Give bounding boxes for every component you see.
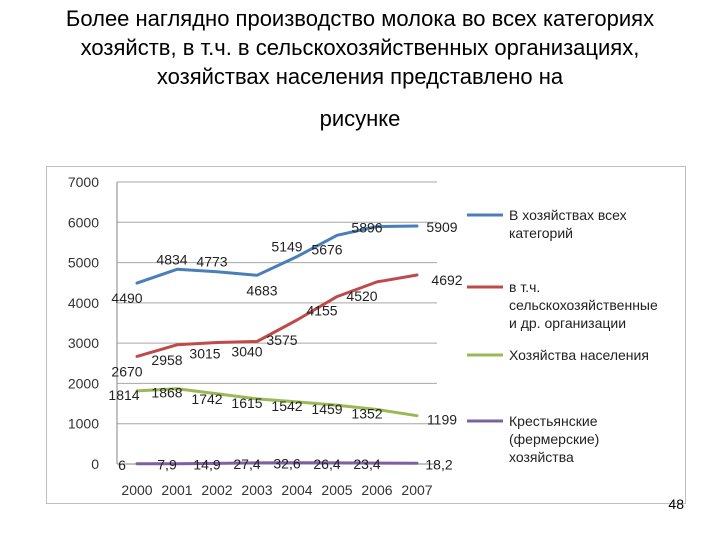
data-label: 23,4 bbox=[353, 456, 380, 472]
data-label: 5149 bbox=[271, 239, 302, 255]
page-number: 48 bbox=[668, 496, 684, 512]
x-tick-label: 2003 bbox=[241, 482, 272, 498]
chart-area: 0 1000 2000 3000 4000 5000 6000 7000 2000 2001 200… bbox=[46, 166, 686, 504]
legend-entry: в т.ч. bbox=[509, 279, 540, 295]
y-tick-label: 5000 bbox=[68, 255, 99, 271]
data-label: 4683 bbox=[246, 282, 277, 298]
y-tick-label: 2000 bbox=[68, 375, 99, 391]
x-tick-label: 2000 bbox=[121, 482, 152, 498]
data-label: 1459 bbox=[311, 401, 342, 417]
legend-entry: Хозяйства населения bbox=[509, 347, 649, 363]
data-label: 1615 bbox=[231, 395, 262, 411]
legend-entry: хозяйства bbox=[509, 449, 574, 465]
y-tick-label: 3000 bbox=[68, 335, 99, 351]
data-label: 2958 bbox=[151, 352, 182, 368]
slide-heading: Более наглядно производство молока во вс… bbox=[65, 6, 655, 89]
legend-entry: категорий bbox=[509, 225, 573, 241]
data-label: 1868 bbox=[151, 385, 182, 401]
x-tick-label: 2006 bbox=[361, 482, 392, 498]
data-label: 1199 bbox=[427, 412, 457, 428]
series-line bbox=[135, 273, 419, 358]
data-label: 2670 bbox=[111, 363, 142, 379]
y-tick-label: 7000 bbox=[68, 174, 99, 190]
x-tick-label: 2005 bbox=[321, 482, 352, 498]
x-tick-label: 2007 bbox=[401, 482, 432, 498]
data-label: 1352 bbox=[351, 406, 382, 422]
data-label: 6 bbox=[118, 457, 126, 473]
legend-entry: В хозяйствах всех bbox=[509, 207, 627, 223]
data-label: 5896 bbox=[351, 219, 382, 235]
data-label: 4773 bbox=[196, 254, 227, 270]
data-label: 4490 bbox=[111, 290, 142, 306]
legend-entry: и др. организации bbox=[509, 315, 626, 331]
data-label: 4520 bbox=[346, 288, 377, 304]
y-tick-label: 4000 bbox=[68, 295, 99, 311]
slide-heading-tail: рисунке bbox=[319, 106, 401, 131]
data-label: 4834 bbox=[156, 251, 187, 267]
y-tick-label: 6000 bbox=[68, 214, 99, 230]
data-label: 32,6 bbox=[273, 456, 300, 472]
legend-entry: (фермерские) bbox=[509, 431, 599, 447]
data-label: 4692 bbox=[431, 272, 462, 288]
data-label: 1542 bbox=[271, 398, 302, 414]
data-label: 3040 bbox=[231, 344, 262, 360]
milk-production-chart: 0 1000 2000 3000 4000 5000 6000 7000 2000 2001 200… bbox=[68, 174, 658, 498]
y-tick-label: 1000 bbox=[68, 416, 99, 432]
data-label: 18,2 bbox=[425, 456, 452, 472]
data-label: 4155 bbox=[306, 303, 337, 319]
data-label: 5909 bbox=[426, 219, 457, 235]
data-label: 1742 bbox=[191, 391, 222, 407]
data-label: 7,9 bbox=[157, 457, 177, 473]
data-label: 1814 bbox=[108, 387, 139, 403]
x-tick-label: 2002 bbox=[201, 482, 232, 498]
series-line bbox=[135, 461, 419, 466]
data-label: 26,4 bbox=[313, 456, 340, 472]
data-label: 3015 bbox=[189, 346, 220, 362]
x-tick-label: 2001 bbox=[161, 482, 192, 498]
x-tick-label: 2004 bbox=[281, 482, 312, 498]
data-label: 5676 bbox=[311, 241, 342, 257]
data-label: 3575 bbox=[266, 332, 297, 348]
y-tick-label: 0 bbox=[91, 456, 99, 472]
data-label: 14,9 bbox=[193, 456, 220, 472]
data-label: 27,4 bbox=[233, 456, 260, 472]
series-line bbox=[135, 224, 419, 285]
legend-entry: сельскохозяйственные bbox=[509, 297, 658, 313]
legend-entry: Крестьянские bbox=[509, 413, 598, 429]
series-line bbox=[135, 387, 419, 418]
